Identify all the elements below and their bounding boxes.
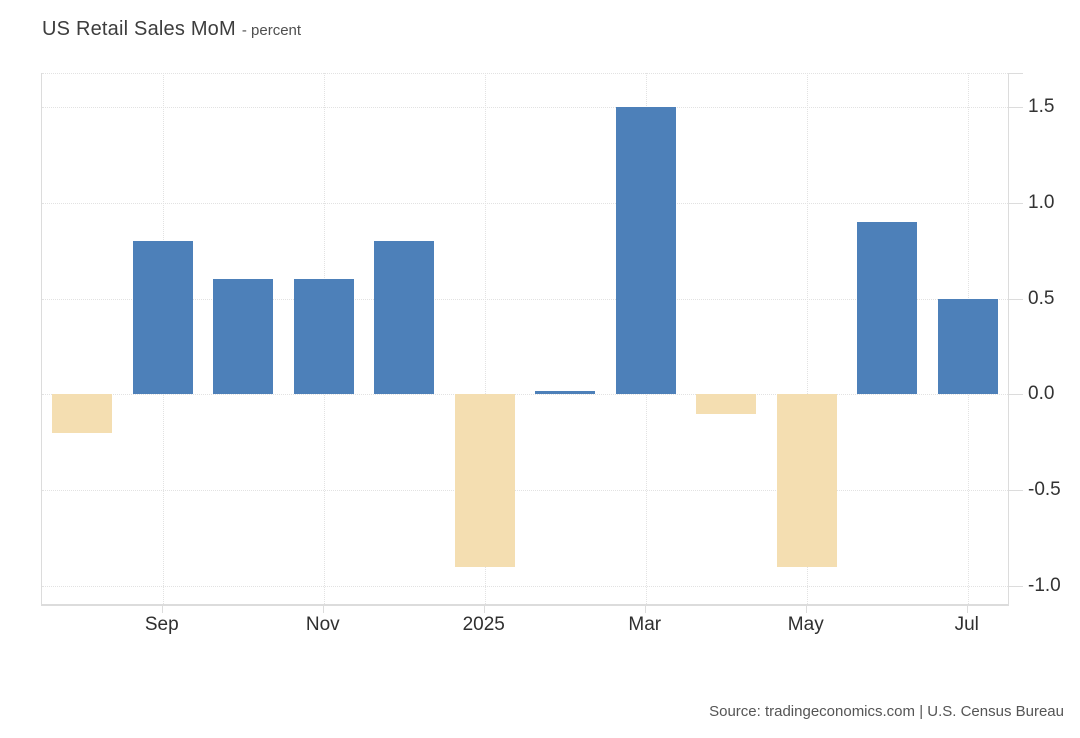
gridline-vertical	[806, 73, 808, 604]
y-axis-tick-top	[1008, 73, 1023, 74]
y-axis-tick	[1008, 202, 1023, 204]
source-attribution: Source: tradingeconomics.com | U.S. Cens…	[709, 703, 1064, 720]
x-axis-label: 2025	[462, 614, 505, 635]
x-axis-label: Sep	[144, 614, 179, 635]
bar-nov-2024[interactable]	[293, 279, 354, 395]
bar-apr-2025[interactable]	[696, 394, 757, 414]
x-axis-tick	[322, 606, 324, 613]
x-axis-tick	[161, 606, 163, 613]
bar-jan-2025[interactable]	[454, 394, 515, 567]
y-axis-tick	[1008, 394, 1023, 396]
x-axis-label: May	[787, 614, 824, 635]
y-axis-tick	[1008, 586, 1023, 588]
gridline-vertical	[484, 73, 486, 604]
gridline-horizontal	[42, 202, 1008, 204]
plot-area[interactable]	[41, 73, 1009, 606]
x-axis-tick	[805, 606, 807, 613]
bar-jun-2025[interactable]	[857, 221, 918, 395]
bar-jul-2025[interactable]	[937, 298, 998, 395]
y-axis-tick	[1008, 490, 1023, 492]
y-axis-label: -0.5	[1028, 479, 1061, 501]
chart-header: US Retail Sales MoM - percent	[42, 18, 301, 41]
y-axis-label: 1.5	[1028, 95, 1055, 117]
chart-title: US Retail Sales MoM	[42, 18, 236, 40]
y-axis-tick	[1008, 298, 1023, 300]
x-axis-tick	[483, 606, 485, 613]
bar-feb-2025[interactable]	[535, 390, 596, 395]
bar-sep-2024[interactable]	[132, 241, 193, 395]
gridline-horizontal	[42, 586, 1008, 588]
gridline-horizontal-top	[42, 73, 1008, 74]
x-axis-label: Nov	[305, 614, 340, 635]
x-axis-tick	[966, 606, 968, 613]
x-axis-label: Jul	[954, 614, 979, 635]
y-axis-label: -1.0	[1028, 575, 1061, 597]
gridline-horizontal	[42, 106, 1008, 108]
chart-subtitle: - percent	[241, 22, 302, 39]
gridline-horizontal	[42, 298, 1008, 300]
bar-may-2025[interactable]	[776, 394, 837, 567]
y-axis-label: 1.0	[1028, 191, 1055, 213]
gridline-horizontal	[42, 394, 1008, 396]
y-axis-tick	[1008, 106, 1023, 108]
y-axis-label: 0.5	[1028, 287, 1055, 309]
gridline-horizontal	[42, 490, 1008, 492]
bar-oct-2024[interactable]	[213, 279, 274, 395]
x-axis-tick	[644, 606, 646, 613]
bar-aug-2024[interactable]	[52, 394, 113, 433]
bar-dec-2024[interactable]	[374, 241, 435, 395]
bar-mar-2025[interactable]	[615, 106, 676, 395]
y-axis-label: 0.0	[1028, 383, 1055, 405]
x-axis-label: Mar	[628, 614, 662, 635]
